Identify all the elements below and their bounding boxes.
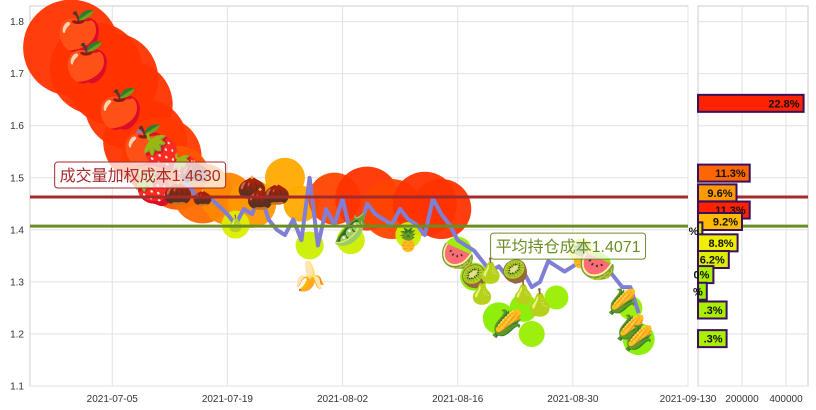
side-x-tick-label: 400000 bbox=[769, 394, 803, 405]
fruit-marker: 🍌 bbox=[292, 260, 327, 293]
side-x-tick-label: 200000 bbox=[725, 394, 759, 405]
x-tick-label: 2021-08-02 bbox=[317, 394, 369, 405]
distribution-bar bbox=[697, 329, 728, 349]
fruit-marker: 🌽 bbox=[607, 287, 637, 316]
weighted-cost-annotation: 成交量加权成本1.4630 bbox=[54, 161, 227, 189]
fruit-marker: 🍎 bbox=[64, 39, 111, 84]
bar-value-label: .3% bbox=[704, 334, 723, 346]
fruit-marker: 🌰 bbox=[263, 181, 290, 206]
bubble-mark bbox=[336, 226, 365, 255]
bar-value-label: % bbox=[693, 286, 703, 298]
bar-value-label: 6.2% bbox=[700, 255, 725, 267]
fruit-marker: 🍎 bbox=[56, 8, 103, 53]
bubble-mark bbox=[395, 222, 422, 249]
distribution-bar bbox=[697, 93, 805, 113]
y-tick-label: 1.5 bbox=[10, 173, 24, 184]
y-tick-label: 1.8 bbox=[10, 17, 24, 28]
distribution-bar bbox=[697, 163, 751, 183]
fruit-marker: 🥝 bbox=[460, 262, 487, 289]
bar-value-label: .3% bbox=[704, 305, 723, 317]
bubble-mark bbox=[482, 302, 515, 335]
x-tick-label: 2021-09-130 bbox=[660, 394, 717, 405]
price-line bbox=[135, 129, 641, 314]
bubble-mark bbox=[544, 285, 569, 310]
y-tick-label: 1.4 bbox=[10, 225, 24, 236]
fruit-marker: 🍐 bbox=[226, 214, 246, 233]
y-tick-label: 1.7 bbox=[10, 69, 24, 80]
annotation-label: 成交量加权成本1.4630 bbox=[60, 167, 221, 185]
fruit-marker: 🍎 bbox=[121, 123, 168, 168]
distribution-bar bbox=[697, 300, 728, 320]
bar-value-label: 0% bbox=[693, 270, 709, 282]
bar-value-label: 8.8% bbox=[709, 238, 734, 250]
fruit-marker: 🍐 bbox=[476, 257, 506, 285]
x-tick-label: 2021-07-05 bbox=[87, 394, 139, 405]
x-tick-label: 2021-08-30 bbox=[547, 394, 599, 405]
annotation-box bbox=[54, 161, 227, 189]
fruit-marker: 🥝 bbox=[502, 257, 529, 284]
fruit-marker: 🍉 bbox=[440, 240, 475, 271]
bubble-mark bbox=[460, 262, 489, 291]
bubble-mark bbox=[509, 293, 538, 322]
bubble-mark bbox=[518, 320, 545, 347]
fruit-marker: 🌽 bbox=[491, 308, 523, 339]
fruit-marker: 🌽 bbox=[624, 324, 654, 353]
bubble-mark bbox=[622, 323, 655, 356]
fruit-marker: 🍍 bbox=[395, 228, 422, 253]
fruit-marker: 🍐 bbox=[467, 278, 497, 306]
bar-value-label: 9.6% bbox=[707, 188, 732, 200]
fruit-marker: 🍐 bbox=[524, 288, 556, 318]
annotation-box bbox=[490, 232, 647, 260]
bar-value-label: 11.3% bbox=[715, 168, 746, 180]
distribution-bar bbox=[697, 281, 708, 301]
fruit-marker: 🌰 bbox=[247, 186, 274, 211]
y-tick-label: 1.6 bbox=[10, 121, 24, 132]
x-tick-label: 2021-07-19 bbox=[202, 394, 254, 405]
y-tick-label: 1.3 bbox=[10, 277, 24, 288]
x-tick-label: 2021-08-16 bbox=[432, 394, 484, 405]
bar-value-label: % bbox=[689, 226, 699, 238]
bar-value-label: 22.8% bbox=[768, 98, 799, 110]
y-tick-label: 1.1 bbox=[10, 382, 24, 393]
fruit-marker: 🍐 bbox=[510, 280, 537, 305]
annotation-label: 平均持仓成本1.4071 bbox=[496, 238, 641, 256]
y-tick-label: 1.2 bbox=[10, 329, 24, 340]
fruit-marker: 🫛 bbox=[332, 211, 369, 247]
bar-value-label: 9.2% bbox=[713, 217, 738, 229]
fruit-marker: 🍎 bbox=[97, 86, 144, 131]
average-cost-annotation: 平均持仓成本1.4071 bbox=[490, 232, 647, 260]
fruit-marker: 🌽 bbox=[615, 313, 645, 342]
